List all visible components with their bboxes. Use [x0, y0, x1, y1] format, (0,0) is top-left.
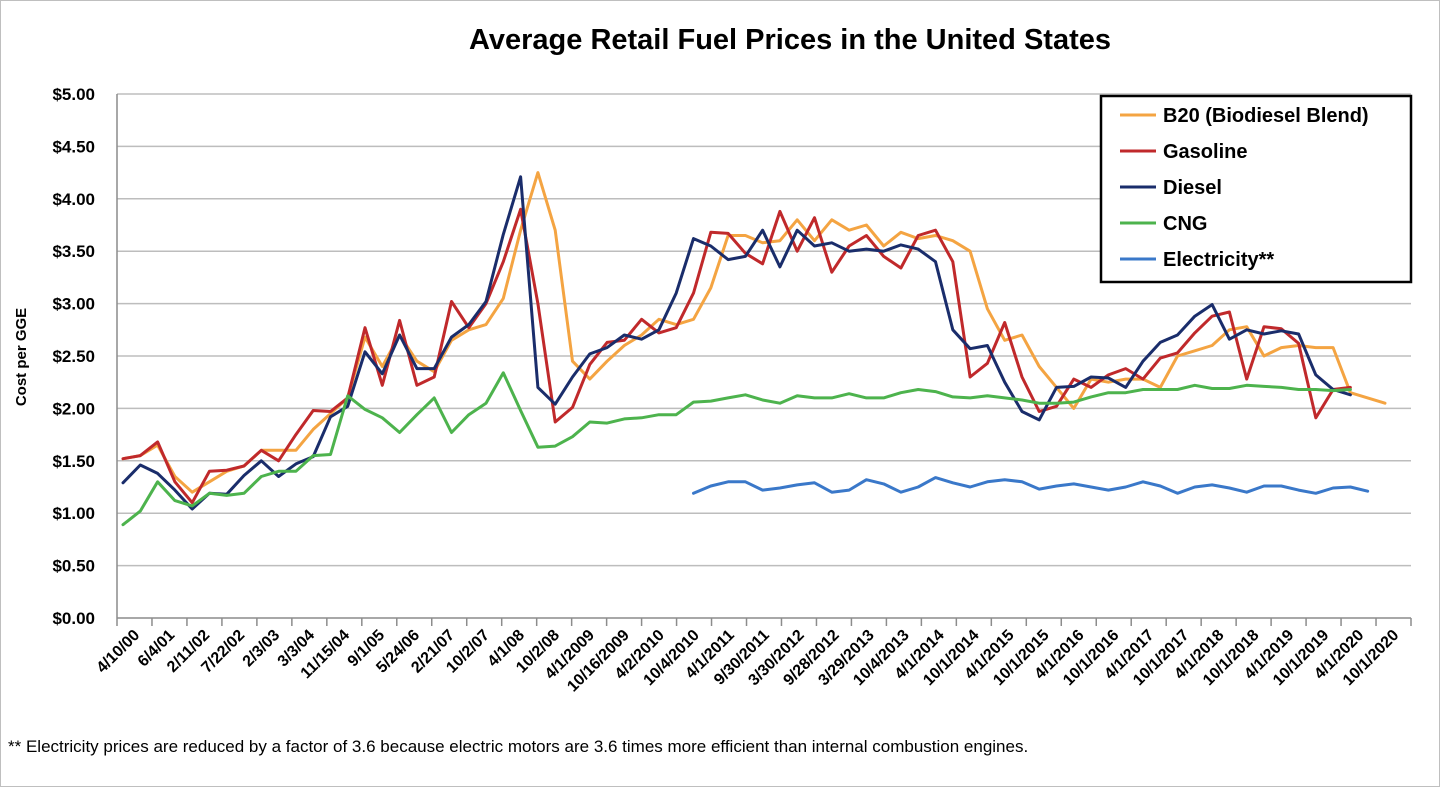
y-tick-label: $2.50 [52, 347, 95, 366]
chart-title: Average Retail Fuel Prices in the United… [469, 24, 1111, 56]
y-tick-label: $4.00 [52, 190, 95, 209]
footnote: ** Electricity prices are reduced by a f… [8, 737, 1029, 756]
y-tick-label: $3.50 [52, 242, 95, 261]
x-tick-label: 2/3/03 [240, 627, 284, 671]
series-line [692, 476, 1370, 495]
y-tick-label: $3.00 [52, 295, 95, 314]
y-tick-label: $1.00 [52, 504, 95, 523]
y-axis-title: Cost per GGE [13, 308, 30, 406]
y-tick-label: $0.00 [52, 609, 95, 628]
y-tick-label: $2.00 [52, 399, 95, 418]
series-lines [121, 171, 1387, 527]
legend-label: CNG [1163, 213, 1207, 235]
legend-label: Diesel [1163, 177, 1222, 199]
series-line [121, 175, 1352, 511]
y-axis-ticks: $0.00 $0.50 $1.00 $1.50 $2.00 $2.50 $3.00 $3.50… [52, 85, 95, 628]
series-line [121, 207, 1352, 505]
series-line [121, 371, 1352, 527]
legend-label: B20 (Biodiesel Blend) [1163, 105, 1369, 127]
y-tick-label: $0.50 [52, 557, 95, 576]
x-axis-ticks: 4/10/006/4/012/11/027/22/022/3/033/3/041… [94, 618, 1412, 695]
x-tick-label: 4/10/00 [94, 627, 144, 677]
y-tick-label: $4.50 [52, 137, 95, 156]
y-tick-label: $5.00 [52, 85, 95, 104]
legend: B20 (Biodiesel Blend) Gasoline Diesel CNG El… [1099, 94, 1413, 284]
legend-label: Electricity** [1163, 249, 1274, 271]
legend-box [1099, 94, 1413, 284]
legend-label: Gasoline [1163, 141, 1247, 163]
y-tick-label: $1.50 [52, 452, 95, 471]
